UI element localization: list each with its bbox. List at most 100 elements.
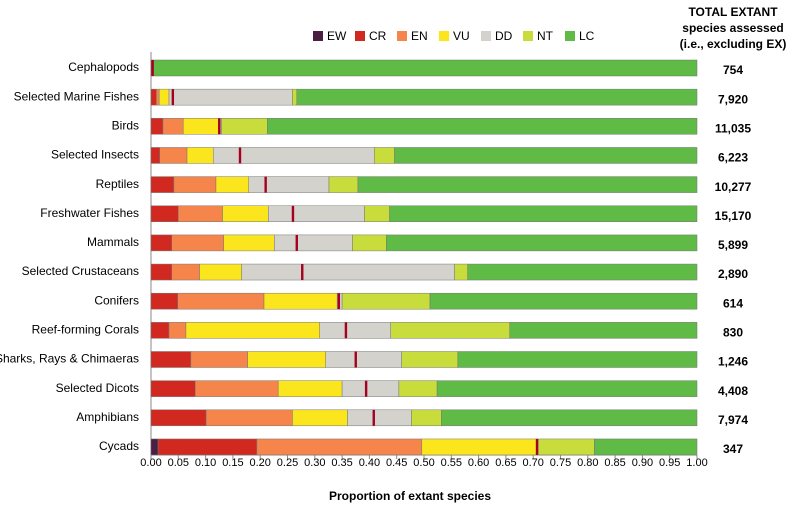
bar-segment (150, 292, 179, 310)
bar-segment (199, 263, 242, 281)
x-tick-label: 0.90 (632, 457, 653, 469)
bar-segment (341, 292, 431, 310)
bar-segment (248, 176, 330, 193)
bar-segment (150, 205, 179, 222)
x-tick-label: 0.20 (249, 457, 270, 469)
bar-segment (158, 88, 170, 106)
x-tick-label: 0.40 (359, 457, 380, 469)
bar-segment (277, 380, 343, 397)
bar-segment (263, 292, 338, 310)
legend-swatch (565, 31, 575, 41)
y-tick-label: Cephalopods (68, 60, 139, 74)
legend-label: CR (369, 29, 387, 43)
y-tick-label: Reef-forming Corals (32, 323, 139, 337)
total-label: 5,899 (718, 238, 748, 252)
bar-segment (341, 380, 400, 397)
total-label: 4,408 (718, 384, 748, 398)
total-label: 6,223 (718, 151, 748, 165)
totals-header: (i.e., excluding EX) (680, 37, 787, 51)
bar-segment (390, 322, 510, 339)
bar-segment (212, 147, 375, 164)
bar-segment (411, 409, 442, 427)
legend-label: NT (537, 29, 554, 43)
bar-segment (374, 147, 395, 164)
bar-segment (436, 380, 698, 397)
y-tick-label: Cycads (99, 439, 139, 453)
bar-segment (292, 88, 298, 106)
bar-segment (182, 118, 221, 135)
best-estimate-marker (535, 438, 539, 455)
bar-segment (185, 322, 320, 339)
bar-segment (441, 409, 698, 427)
x-tick-label: 0.45 (386, 457, 407, 469)
y-tick-label: Selected Dicots (56, 381, 139, 395)
legend-label: LC (579, 29, 595, 43)
bar-segment (223, 234, 275, 252)
bar-segment (274, 234, 353, 252)
best-estimate-marker (295, 234, 298, 251)
legend-swatch (523, 31, 533, 41)
x-tick-label: 0.80 (577, 457, 598, 469)
bar-segment (537, 438, 595, 456)
best-estimate-marker (238, 147, 242, 164)
bar-segment (454, 263, 468, 281)
bar-segment (168, 88, 293, 106)
bar-segment (467, 263, 698, 281)
bar-segment (389, 205, 698, 222)
total-label: 614 (723, 296, 743, 310)
bar-segment (186, 147, 214, 164)
bar-segment (150, 322, 170, 339)
best-estimate-marker (171, 89, 175, 106)
total-label: 7,920 (718, 92, 748, 106)
total-label: 10,277 (715, 180, 752, 194)
y-tick-label: Conifers (94, 293, 139, 307)
bar-segment (159, 147, 188, 164)
x-tick-label: 0.65 (495, 457, 516, 469)
totals-header: TOTAL EXTANT (688, 5, 778, 19)
bar-segment (171, 234, 224, 252)
bar-segment (178, 205, 223, 222)
x-axis-title: Proportion of extant species (329, 489, 491, 503)
bar-segment (152, 59, 698, 77)
bar-segment (150, 118, 164, 135)
bar-segment (171, 263, 200, 281)
bar-segment (156, 88, 160, 106)
bar-segment (421, 438, 538, 456)
legend-swatch (439, 31, 449, 41)
total-label: 347 (723, 442, 743, 456)
total-label: 754 (723, 63, 743, 77)
legend-swatch (355, 31, 365, 41)
best-estimate-marker (364, 380, 368, 397)
x-tick-label: 0.15 (222, 457, 243, 469)
bar-segment (247, 351, 326, 368)
bar-segment (386, 234, 698, 252)
bar-segment (150, 409, 207, 427)
best-estimate-marker (354, 351, 357, 368)
best-estimate-marker (337, 293, 341, 310)
x-tick-label: 0.50 (413, 457, 434, 469)
x-tick-label: 0.60 (468, 457, 489, 469)
bar-segment (150, 234, 172, 252)
legend-label: DD (495, 29, 513, 43)
y-tick-label: Selected Insects (51, 148, 139, 162)
bar-segment (509, 322, 698, 339)
legend-label: EN (411, 29, 428, 43)
x-tick-label: 0.35 (331, 457, 352, 469)
x-tick-label: 0.75 (550, 457, 571, 469)
bar-segment (296, 88, 698, 106)
y-tick-label: Reptiles (96, 177, 139, 191)
y-tick-label: Selected Marine Fishes (14, 89, 139, 103)
bar-segment (150, 147, 160, 164)
y-tick-label: Selected Crustaceans (22, 264, 139, 278)
bar-segment (150, 380, 196, 397)
y-tick-label: Mammals (87, 235, 139, 249)
y-tick-label: Birds (112, 118, 139, 132)
x-tick-label: 0.05 (168, 457, 189, 469)
best-estimate-marker (291, 205, 295, 222)
bar-segment (173, 176, 217, 193)
bar-segment (150, 176, 175, 193)
bar-segment (162, 118, 184, 135)
x-tick-label: 0.25 (277, 457, 298, 469)
bar-segment (190, 351, 248, 368)
bar-segment (150, 351, 192, 368)
